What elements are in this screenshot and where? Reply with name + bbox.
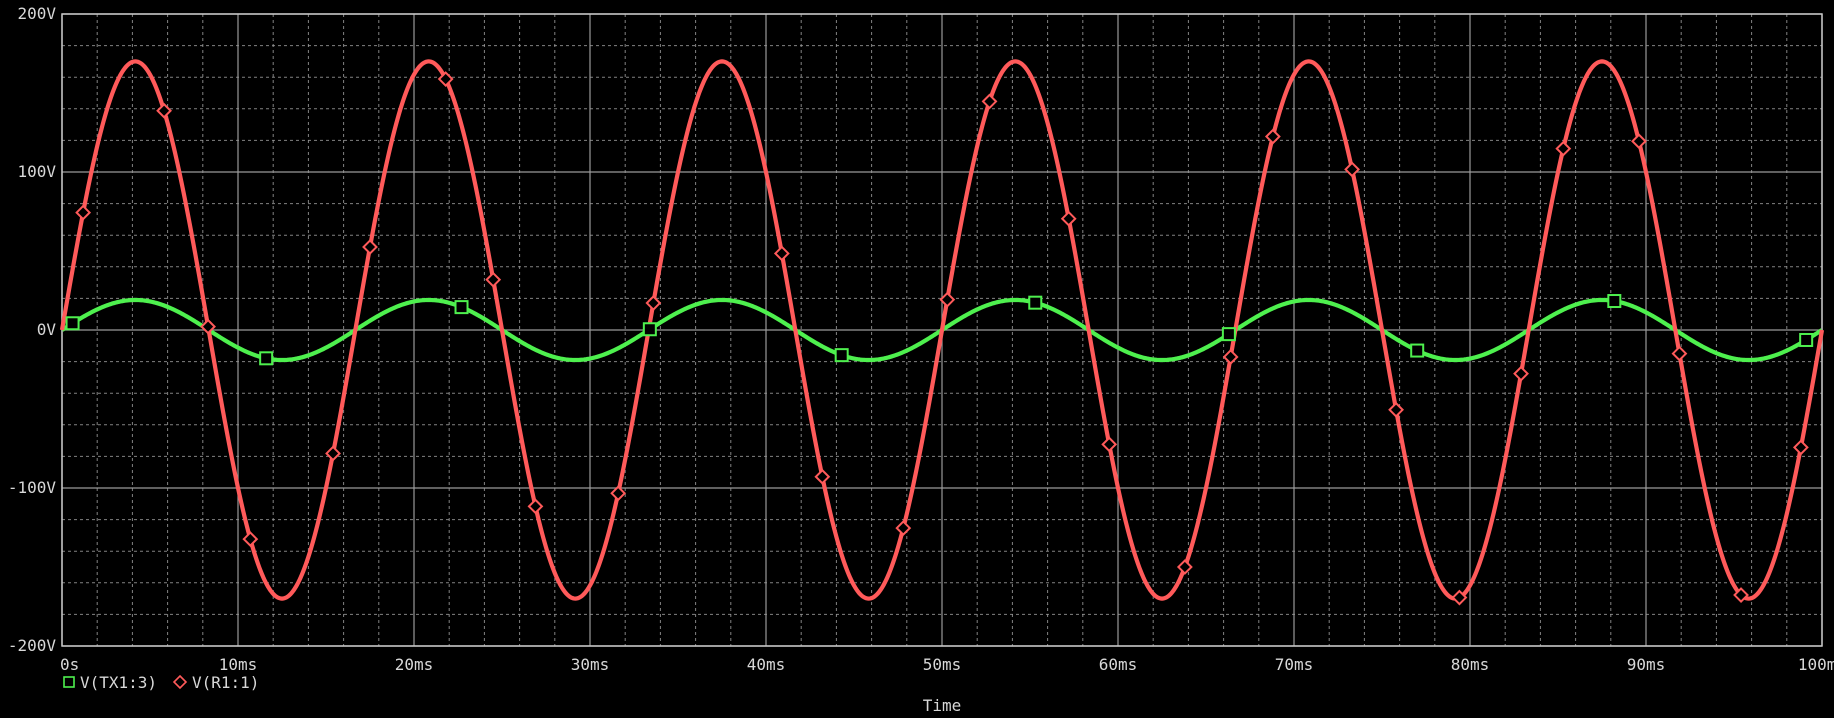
y-tick-label: -200V (8, 636, 57, 655)
x-tick-label: 0s (60, 655, 79, 674)
legend-label-tx: V(TX1:3) (80, 673, 157, 692)
data-point-diamond (1264, 128, 1281, 145)
data-point-diamond (1222, 349, 1239, 365)
data-point-square (259, 351, 274, 366)
data-point-diamond (1513, 365, 1529, 382)
data-point-diamond (895, 520, 912, 537)
x-tick-label: 20ms (395, 655, 434, 674)
data-point-diamond (362, 239, 378, 255)
x-tick-label: 30ms (571, 655, 610, 674)
data-point-square (1221, 327, 1236, 342)
x-tick-label: 100ms (1798, 655, 1834, 674)
data-point-diamond (200, 318, 216, 335)
legend: V(TX1:3) V(R1:1) (63, 673, 259, 692)
x-tick-label: 60ms (1099, 655, 1138, 674)
x-tick-label: 70ms (1275, 655, 1314, 674)
y-tick-label: 200V (17, 4, 56, 23)
data-point-diamond (1388, 401, 1404, 418)
data-point-diamond (325, 445, 341, 462)
data-point-diamond (1344, 161, 1360, 178)
data-point-diamond (1631, 133, 1647, 150)
legend-square-marker (63, 676, 75, 688)
data-point-square (834, 348, 849, 363)
series-layer (59, 59, 1825, 601)
data-point-diamond (1671, 345, 1688, 362)
data-point-square (1607, 294, 1622, 309)
data-point-diamond (1733, 587, 1749, 603)
markers-layer (65, 71, 1814, 606)
data-point-diamond (1451, 589, 1468, 606)
x-tick-label: 80ms (1451, 655, 1490, 674)
data-point-diamond (156, 102, 172, 119)
y-tick-label: 100V (17, 162, 56, 181)
data-point-square (1410, 343, 1425, 358)
data-point-square (1799, 332, 1814, 347)
x-axis-title: Time (923, 696, 962, 715)
data-point-square (454, 300, 469, 315)
data-point-diamond (1101, 436, 1118, 453)
series-line-r1 (59, 59, 1825, 601)
x-axis-tick-labels: 0s 10ms 20ms 30ms 40ms 50ms 60ms 70ms 80ms 90ms 10… (60, 655, 1834, 674)
data-point-diamond (939, 291, 956, 308)
data-point-diamond (1176, 559, 1193, 575)
x-tick-label: 40ms (747, 655, 786, 674)
legend-label-r1: V(R1:1) (192, 673, 259, 692)
x-tick-label: 10ms (219, 655, 258, 674)
x-tick-label: 50ms (923, 655, 962, 674)
data-point-diamond (75, 204, 92, 221)
data-point-diamond (527, 498, 544, 515)
y-axis-tick-labels: 200V 100V 0V -100V -200V (8, 4, 57, 655)
y-tick-label: 0V (37, 320, 57, 339)
data-point-diamond (242, 531, 259, 548)
data-point-diamond (645, 295, 662, 311)
data-point-square (642, 322, 657, 337)
data-point-diamond (1060, 210, 1077, 227)
data-point-diamond (1792, 439, 1809, 456)
data-point-diamond (814, 468, 831, 485)
data-point-square (65, 316, 80, 331)
legend-diamond-marker (172, 674, 188, 690)
data-point-diamond (773, 245, 790, 262)
data-point-diamond (610, 485, 627, 502)
data-point-diamond (437, 71, 454, 87)
x-tick-label: 90ms (1627, 655, 1666, 674)
data-point-diamond (1555, 140, 1572, 157)
data-point-square (1028, 295, 1043, 310)
y-tick-label: -100V (8, 478, 57, 497)
minor-grid (62, 14, 1822, 646)
data-point-diamond (981, 93, 998, 110)
data-point-diamond (485, 271, 502, 288)
